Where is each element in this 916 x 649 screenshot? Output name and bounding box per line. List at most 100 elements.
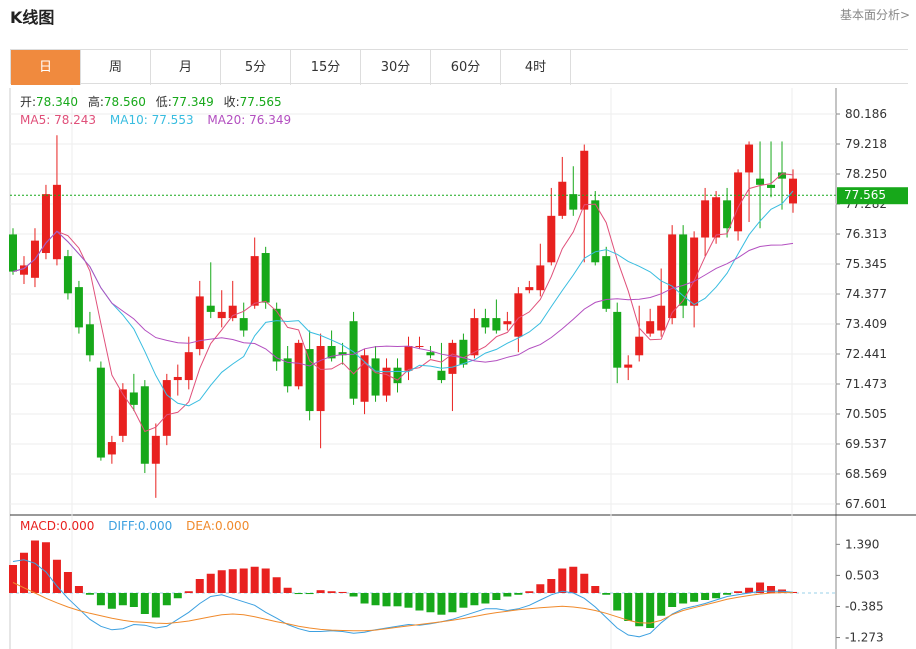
ma20-value: 76.349 [249,113,291,127]
macd-bar [217,570,226,593]
macd-panel [9,540,836,638]
candle-body [437,370,446,381]
candle-body [206,305,215,312]
candle-body [492,318,501,331]
macd-bar [261,568,270,593]
macd-bar [448,593,457,613]
candle-body [19,265,28,275]
candle-body [613,311,622,368]
macd-bar [74,586,83,593]
tab-4hour[interactable]: 4时 [501,50,571,85]
macd-label: MACD: [20,519,60,533]
ma5-value: 78.243 [54,113,96,127]
macd-bar [305,593,314,595]
candle-body [448,342,457,374]
macd-bar [404,593,413,608]
candle-body [624,364,633,368]
candle-body [393,367,402,384]
macd-bar [426,593,435,613]
macd-bar [547,579,556,593]
candle-body [283,358,292,387]
macd-tick-label: 0.503 [845,568,879,582]
macd-bar [514,593,523,595]
price-tick-label: 69.537 [845,437,887,451]
candle-body [349,321,358,399]
macd-bar [382,593,391,607]
ohlc-readout: 开:78.340 高:78.560 低:77.349 收:77.565 [20,94,282,109]
ma-readout: MA5: 78.243 MA10: 77.553 MA20: 76.349 [20,113,291,127]
macd-bar [459,593,468,608]
candles [9,135,797,498]
candle-body [360,355,369,402]
candle-body [41,194,50,254]
last-price-value: 77.565 [844,188,886,202]
fundamental-analysis-link[interactable]: 基本面分析> [839,8,910,22]
ma20-label: MA20: [207,113,249,127]
price-tick-label: 74.377 [845,287,887,301]
macd-bar [283,587,292,593]
candle-body [580,150,589,210]
tab-60min[interactable]: 60分 [431,50,501,85]
candle-body [503,321,512,325]
macd-bar [30,540,39,593]
macd-bar [151,593,160,618]
price-tick-label: 75.345 [845,257,887,271]
macd-bar [173,593,182,599]
macd-bar [767,586,776,593]
macd-bar [723,593,732,595]
high-label: 高: [88,94,104,109]
price-tick-label: 68.569 [845,467,887,481]
macd-value: 0.000 [60,519,94,533]
macd-bar [393,593,402,607]
gridlines [10,88,836,649]
tab-month[interactable]: 月 [151,50,221,85]
candle-body [415,345,424,347]
tab-30min[interactable]: 30分 [361,50,431,85]
dea-value: 0.000 [215,519,249,533]
macd-bar [668,593,677,607]
period-tabs: 日 周 月 5分 15分 30分 60分 4时 [10,49,908,85]
macd-bar [591,586,600,593]
candle-body [712,197,721,238]
candle-body [767,184,776,188]
candle-body [371,358,380,396]
macd-bar [19,552,28,593]
candle-body [52,184,61,260]
macd-bar [580,573,589,593]
macd-bar [52,559,61,593]
candle-body [668,234,677,319]
close-label: 收: [224,95,240,109]
low-value: 77.349 [172,95,214,109]
candle-body [745,144,754,173]
candle-body [734,172,743,232]
macd-bar [338,591,347,593]
tab-15min[interactable]: 15分 [291,50,361,85]
ma5-line [12,173,794,433]
candle-body [217,311,226,319]
tab-week[interactable]: 周 [81,50,151,85]
macd-bar [85,593,94,595]
macd-bar [195,579,204,593]
macd-bar [371,593,380,606]
macd-bar [679,593,688,604]
candle-body [778,172,787,179]
tab-day[interactable]: 日 [11,50,81,85]
price-tick-label: 73.409 [845,317,887,331]
diff-line [12,559,794,638]
tab-5min[interactable]: 5分 [221,50,291,85]
candle-body [569,194,578,210]
macd-bar [437,593,446,615]
candle-body [723,200,732,229]
macd-bar [349,593,358,597]
candle-body [459,339,468,365]
candle-body [96,367,105,458]
macd-bar [602,593,611,595]
candle-body [305,349,314,412]
candle-body [591,200,600,263]
moving-averages [12,173,794,433]
price-tick-label: 71.473 [845,377,887,391]
candle-body [338,352,347,356]
candle-body [602,256,611,309]
macd-bar [470,593,479,606]
